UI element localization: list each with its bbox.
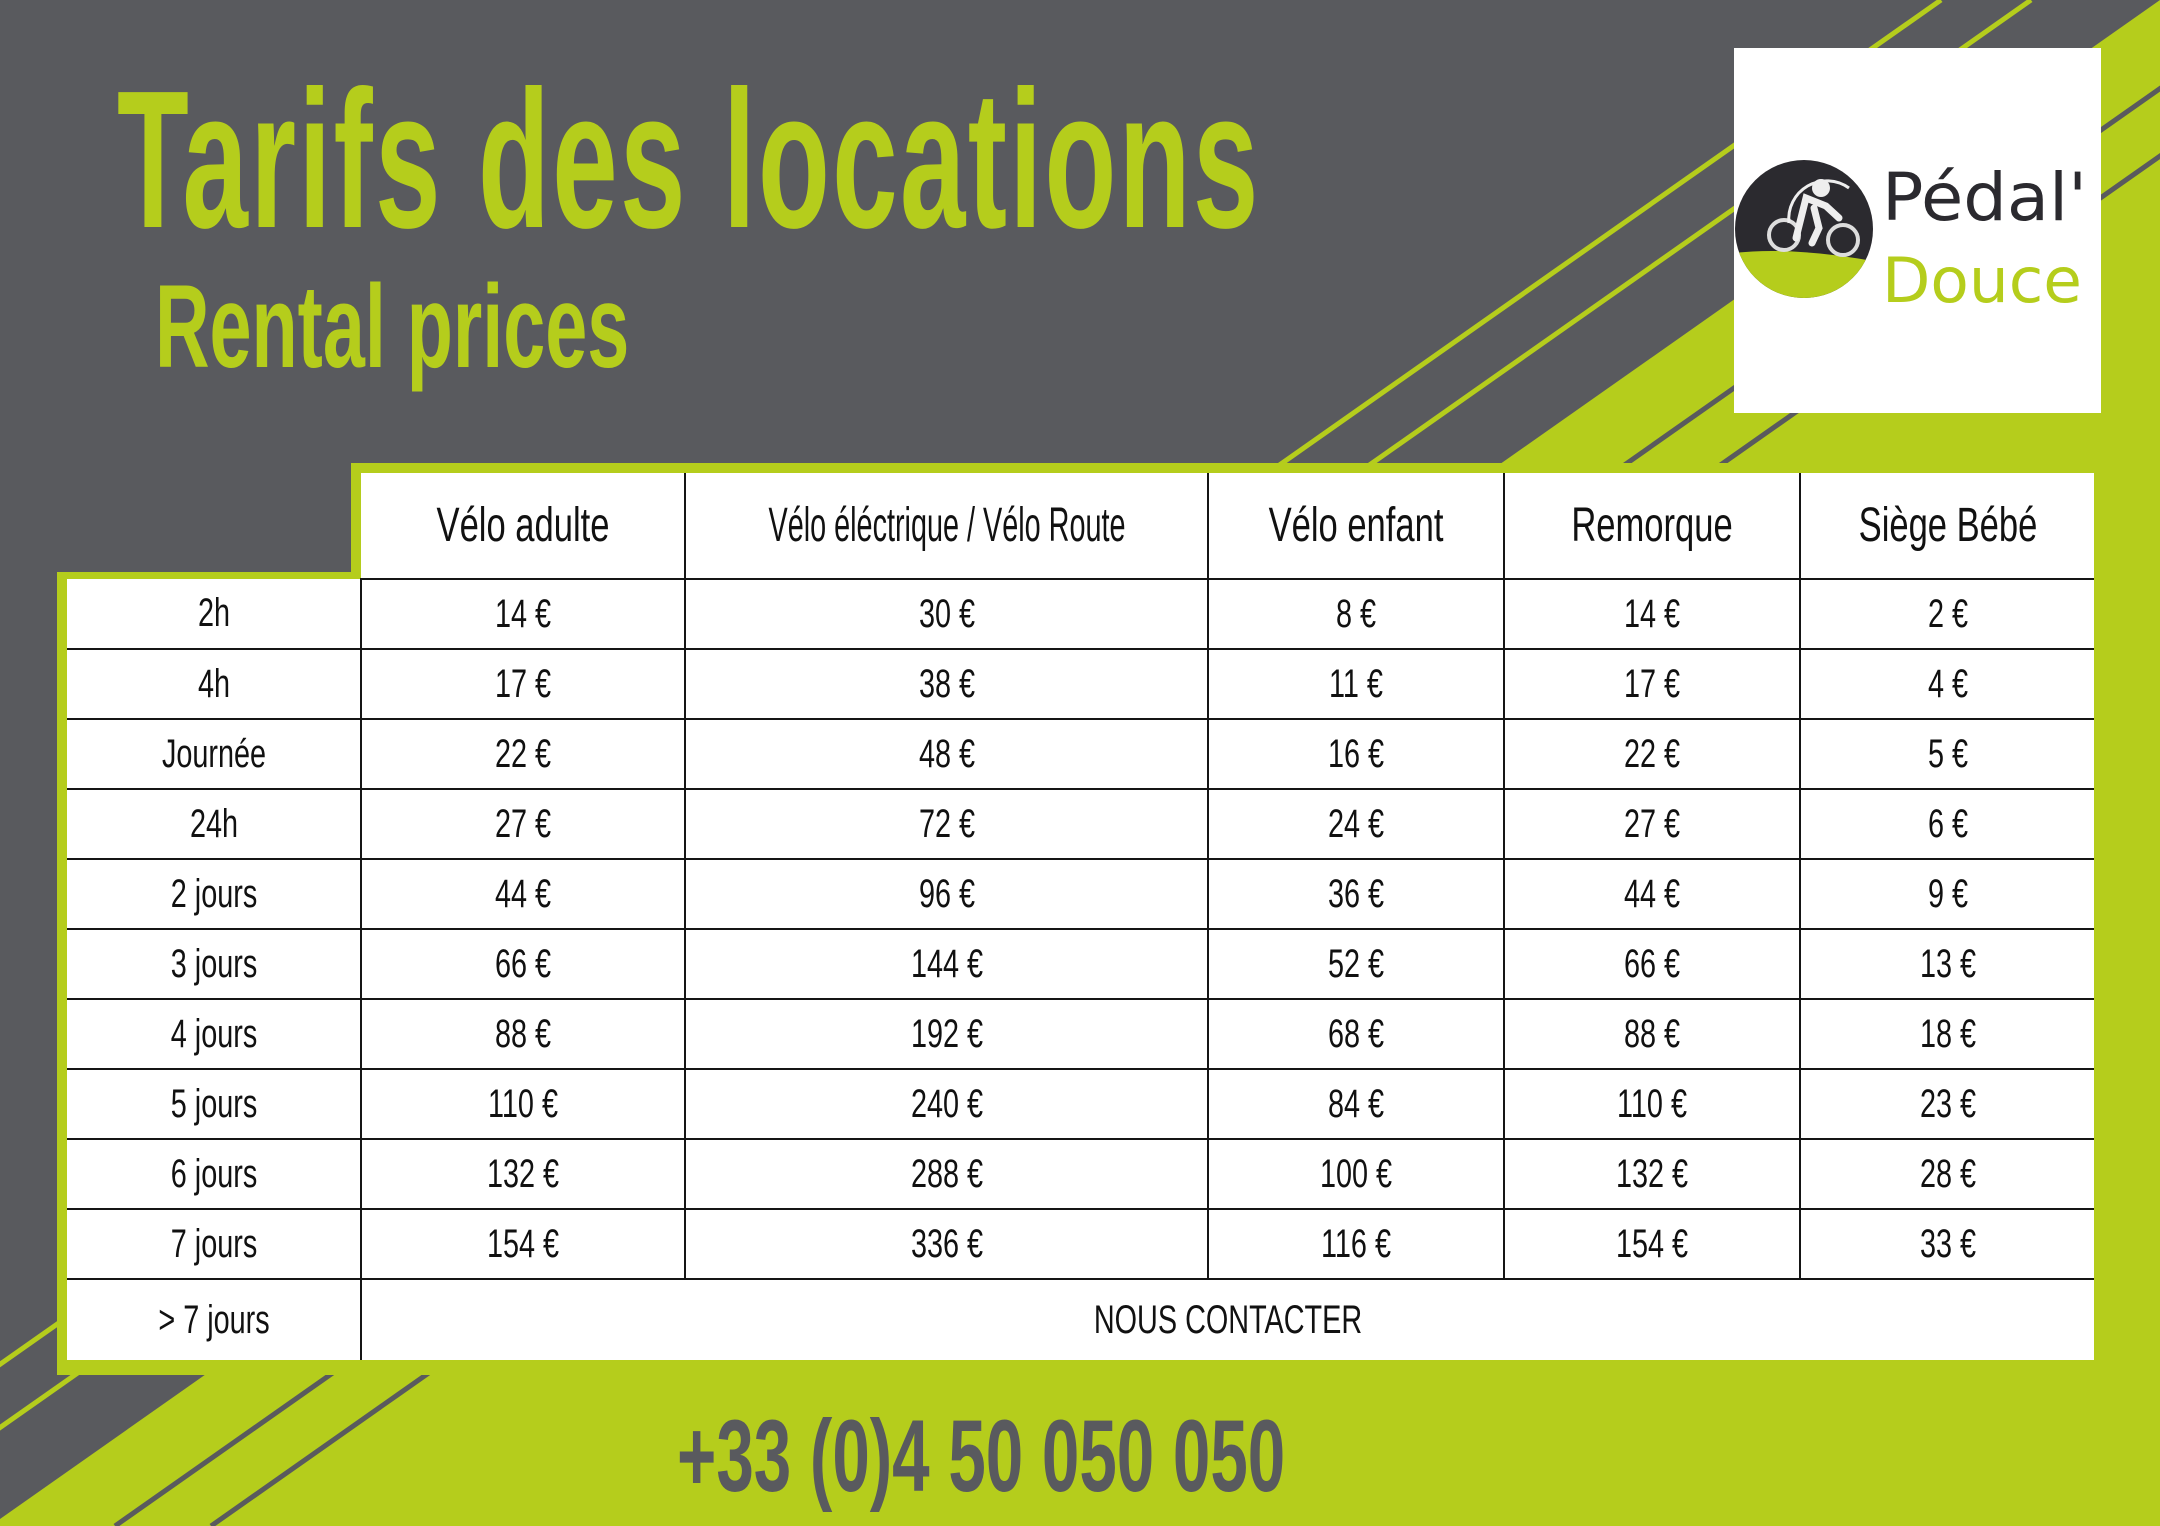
price-cell: 72 €: [685, 789, 1209, 860]
price-cell: 17 €: [1504, 649, 1801, 720]
price-cell: 44 €: [1504, 859, 1801, 930]
price-cell: 30 €: [685, 579, 1209, 650]
price-cell: 11 €: [1208, 649, 1505, 720]
row-label: > 7 jours: [67, 1279, 362, 1360]
logo-text-pedal: Pédal': [1882, 159, 2087, 236]
row-label: 2 jours: [67, 859, 362, 930]
price-cell: 24 €: [1208, 789, 1505, 860]
logo: Pédal' Douce: [1734, 48, 2101, 413]
price-cell: 9 €: [1800, 859, 2094, 930]
row-label: 7 jours: [67, 1209, 362, 1280]
price-cell: 22 €: [361, 719, 686, 790]
table-row: 4 jours 88 €192 €68 €88 €18 €: [67, 999, 2094, 1070]
price-cell: 27 €: [361, 789, 686, 860]
price-cell: 110 €: [1504, 1069, 1801, 1140]
column-header: Vélo éléctrique / Vélo Route: [685, 473, 1209, 580]
row-label: 5 jours: [67, 1069, 362, 1140]
table-header-row: Vélo adulte Vélo éléctrique / Vélo Route V…: [67, 473, 2094, 580]
price-cell: 13 €: [1800, 929, 2094, 1000]
price-cell: 336 €: [685, 1209, 1209, 1280]
price-cell: 68 €: [1208, 999, 1505, 1070]
page-subtitle: Rental prices: [155, 261, 630, 393]
price-cell: 33 €: [1800, 1209, 2094, 1280]
page-title: Tarifs des locations: [117, 50, 1261, 269]
price-cell: 48 €: [685, 719, 1209, 790]
contact-cell: NOUS CONTACTER: [361, 1279, 2094, 1360]
cyclist-icon: [1735, 160, 1873, 298]
column-header: Siège Bébé: [1800, 473, 2094, 580]
table-row-contact: > 7 jours NOUS CONTACTER: [67, 1279, 2094, 1360]
header-corner: [67, 473, 361, 579]
price-cell: 110 €: [361, 1069, 686, 1140]
price-cell: 14 €: [361, 579, 686, 650]
table-row: Journée 22 €48 €16 €22 €5 €: [67, 719, 2094, 790]
phone-number[interactable]: +33 (0)4 50 050 050: [677, 1399, 1286, 1513]
price-cell: 144 €: [685, 929, 1209, 1000]
price-cell: 22 €: [1504, 719, 1801, 790]
price-cell: 288 €: [685, 1139, 1209, 1210]
price-cell: 84 €: [1208, 1069, 1505, 1140]
table-row: 6 jours 132 €288 €100 €132 €28 €: [67, 1139, 2094, 1210]
price-cell: 17 €: [361, 649, 686, 720]
price-cell: 100 €: [1208, 1139, 1505, 1210]
price-cell: 116 €: [1208, 1209, 1505, 1280]
column-header: Vélo enfant: [1208, 473, 1505, 580]
price-cell: 8 €: [1208, 579, 1505, 650]
price-cell: 5 €: [1800, 719, 2094, 790]
price-cell: 132 €: [361, 1139, 686, 1210]
price-cell: 14 €: [1504, 579, 1801, 650]
row-label: 2h: [67, 579, 362, 650]
row-label: 24h: [67, 789, 362, 860]
price-cell: 66 €: [1504, 929, 1801, 1000]
row-label: 4 jours: [67, 999, 362, 1070]
price-table: Vélo adulte Vélo éléctrique / Vélo Route V…: [67, 473, 2094, 1360]
table-row: 5 jours 110 €240 €84 €110 €23 €: [67, 1069, 2094, 1140]
price-cell: 28 €: [1800, 1139, 2094, 1210]
price-cell: 154 €: [1504, 1209, 1801, 1280]
price-cell: 4 €: [1800, 649, 2094, 720]
price-cell: 23 €: [1800, 1069, 2094, 1140]
price-cell: 36 €: [1208, 859, 1505, 930]
column-header: Remorque: [1504, 473, 1801, 580]
table-row: 24h 27 €72 €24 €27 €6 €: [67, 789, 2094, 860]
column-header: Vélo adulte: [361, 473, 686, 580]
price-cell: 154 €: [361, 1209, 686, 1280]
price-cell: 38 €: [685, 649, 1209, 720]
price-cell: 18 €: [1800, 999, 2094, 1070]
table-row: 2 jours 44 €96 €36 €44 €9 €: [67, 859, 2094, 930]
table-row: 2h 14 €30 €8 €14 €2 €: [67, 579, 2094, 650]
price-cell: 96 €: [685, 859, 1209, 930]
price-cell: 240 €: [685, 1069, 1209, 1140]
price-cell: 66 €: [361, 929, 686, 1000]
row-label: 4h: [67, 649, 362, 720]
price-cell: 132 €: [1504, 1139, 1801, 1210]
price-cell: 27 €: [1504, 789, 1801, 860]
table-row: 4h 17 €38 €11 €17 €4 €: [67, 649, 2094, 720]
price-cell: 88 €: [1504, 999, 1801, 1070]
price-cell: 52 €: [1208, 929, 1505, 1000]
price-cell: 192 €: [685, 999, 1209, 1070]
table-row: 3 jours 66 €144 €52 €66 €13 €: [67, 929, 2094, 1000]
logo-text-douce: Douce: [1882, 244, 2082, 317]
price-cell: 2 €: [1800, 579, 2094, 650]
table-row: 7 jours 154 €336 €116 €154 €33 €: [67, 1209, 2094, 1280]
price-cell: 44 €: [361, 859, 686, 930]
row-label: 3 jours: [67, 929, 362, 1000]
price-cell: 6 €: [1800, 789, 2094, 860]
price-cell: 88 €: [361, 999, 686, 1070]
price-cell: 16 €: [1208, 719, 1505, 790]
row-label: 6 jours: [67, 1139, 362, 1210]
row-label: Journée: [67, 719, 362, 790]
